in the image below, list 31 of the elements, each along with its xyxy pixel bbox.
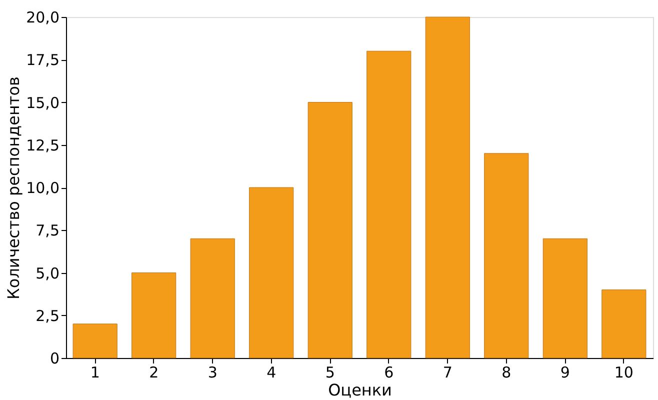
bar [190,238,235,358]
bar [602,290,646,358]
y-tick-label: 7,5 [36,222,60,240]
x-tick-label: 8 [502,364,512,382]
x-tick-label: 10 [614,364,634,382]
bar [366,50,412,358]
x-tick-label: 7 [442,364,452,382]
y-tick-label: 10,0 [26,179,60,197]
y-tick-label: 20,0 [26,8,60,26]
x-tick-label: 3 [208,364,218,382]
x-axis-title: Оценки [328,380,392,400]
y-axis-title: Количество респондентов [4,76,24,300]
bar [425,16,470,358]
y-tick-label: 17,5 [26,51,60,70]
bar [308,102,352,358]
y-tick-label: 12,5 [26,136,60,154]
x-tick-label: 5 [325,364,335,382]
bar [249,187,294,358]
x-tick-label: 4 [266,364,276,382]
x-tick-label: 2 [149,364,159,382]
x-tick-label: 1 [90,364,100,382]
bar [542,238,588,358]
y-tick-label: 0 [50,350,60,368]
bar [72,324,118,358]
x-tick-label: 9 [560,364,570,382]
bar [132,272,176,358]
x-tick-label: 6 [384,364,394,382]
y-tick-label: 15,0 [26,94,60,112]
y-tick-label: 5,0 [36,264,60,282]
y-tick-label: 2,5 [36,306,60,325]
bar [484,153,529,358]
